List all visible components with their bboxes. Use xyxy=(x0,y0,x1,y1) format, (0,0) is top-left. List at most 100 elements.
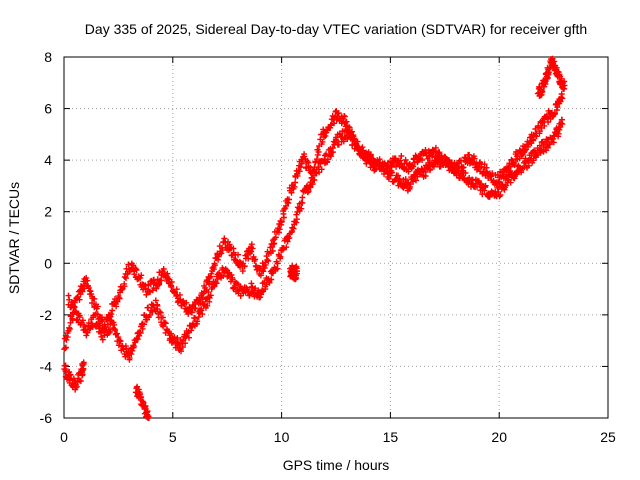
data-point xyxy=(329,145,336,151)
series-track-c xyxy=(61,359,87,393)
data-point xyxy=(398,153,405,159)
data-point xyxy=(121,283,128,290)
data-point xyxy=(115,334,122,341)
data-point xyxy=(207,292,214,299)
data-point xyxy=(186,334,192,341)
data-point xyxy=(265,258,272,264)
data-point xyxy=(261,265,268,272)
data-point xyxy=(395,172,402,179)
data-point xyxy=(129,347,136,354)
data-point xyxy=(277,253,284,260)
data-point xyxy=(385,175,392,182)
data-point xyxy=(298,160,305,167)
data-point xyxy=(322,132,329,139)
data-point xyxy=(126,355,133,361)
x-tick-label: 20 xyxy=(491,429,507,445)
data-point xyxy=(396,175,403,182)
data-point xyxy=(274,265,281,272)
data-point xyxy=(76,312,83,319)
data-point xyxy=(296,168,303,175)
data-point xyxy=(152,297,159,304)
data-point xyxy=(276,226,283,233)
x-tick-label: 10 xyxy=(274,429,290,445)
data-point xyxy=(460,164,467,171)
data-point xyxy=(314,151,321,158)
data-point xyxy=(121,274,128,280)
data-point xyxy=(275,229,282,236)
x-tick-label: 0 xyxy=(60,429,68,445)
data-point xyxy=(99,336,106,343)
data-point xyxy=(249,245,256,252)
y-tick-label: 0 xyxy=(44,255,52,271)
data-point xyxy=(507,179,514,186)
series-track-b xyxy=(65,116,566,363)
x-tick-labels: 0 5 10 15 20 25 xyxy=(60,429,616,445)
data-point xyxy=(536,128,543,135)
data-point xyxy=(535,122,542,129)
data-point xyxy=(307,184,314,191)
data-point xyxy=(91,295,98,302)
data-point xyxy=(192,315,199,322)
data-point xyxy=(544,144,551,151)
data-point xyxy=(289,224,296,231)
data-point xyxy=(530,137,537,144)
data-point xyxy=(515,163,522,170)
data-point xyxy=(292,179,299,186)
data-point xyxy=(171,334,178,341)
y-tick-label: 6 xyxy=(44,101,52,117)
data-point xyxy=(97,322,104,329)
data-point xyxy=(192,305,199,312)
data-point xyxy=(109,307,116,314)
data-point xyxy=(341,113,348,120)
data-point xyxy=(335,141,342,148)
data-point xyxy=(213,280,220,287)
data-point xyxy=(346,124,353,131)
data-point xyxy=(539,118,546,125)
data-point xyxy=(145,304,152,311)
data-point xyxy=(94,303,101,310)
data-point xyxy=(538,89,545,96)
data-point xyxy=(114,298,121,305)
data-point xyxy=(179,344,186,351)
data-point xyxy=(405,168,412,175)
data-point xyxy=(226,241,233,248)
data-point xyxy=(257,272,264,279)
data-point xyxy=(132,265,139,272)
data-point xyxy=(63,336,70,343)
data-point xyxy=(159,314,166,321)
data-point xyxy=(137,330,144,336)
data-point xyxy=(199,311,206,318)
data-point xyxy=(77,378,84,385)
data-point xyxy=(511,175,518,182)
data-point xyxy=(299,200,306,207)
plot-area-frame xyxy=(63,56,609,419)
series-track-e xyxy=(534,55,568,99)
x-tick-label: 25 xyxy=(600,429,616,445)
data-point xyxy=(318,166,325,173)
data-point xyxy=(559,121,566,127)
data-point xyxy=(257,294,264,301)
data-point xyxy=(63,368,70,375)
data-point xyxy=(62,344,69,351)
data-point xyxy=(86,326,93,332)
data-point xyxy=(331,120,338,127)
data-point xyxy=(248,241,255,248)
series-track-f xyxy=(287,262,300,283)
data-point xyxy=(294,172,301,179)
data-point xyxy=(268,276,275,283)
data-point xyxy=(117,338,124,345)
data-point xyxy=(160,266,167,272)
data-point xyxy=(328,153,334,160)
data-point xyxy=(478,163,485,170)
data-point xyxy=(530,157,537,164)
data-point xyxy=(88,291,95,298)
data-point xyxy=(497,192,504,198)
y-tick-label: -2 xyxy=(40,307,53,323)
data-point xyxy=(134,336,141,343)
data-point xyxy=(432,144,439,151)
data-point xyxy=(359,144,366,151)
data-point xyxy=(397,157,404,164)
data-point xyxy=(130,262,137,269)
data-point xyxy=(123,265,130,272)
